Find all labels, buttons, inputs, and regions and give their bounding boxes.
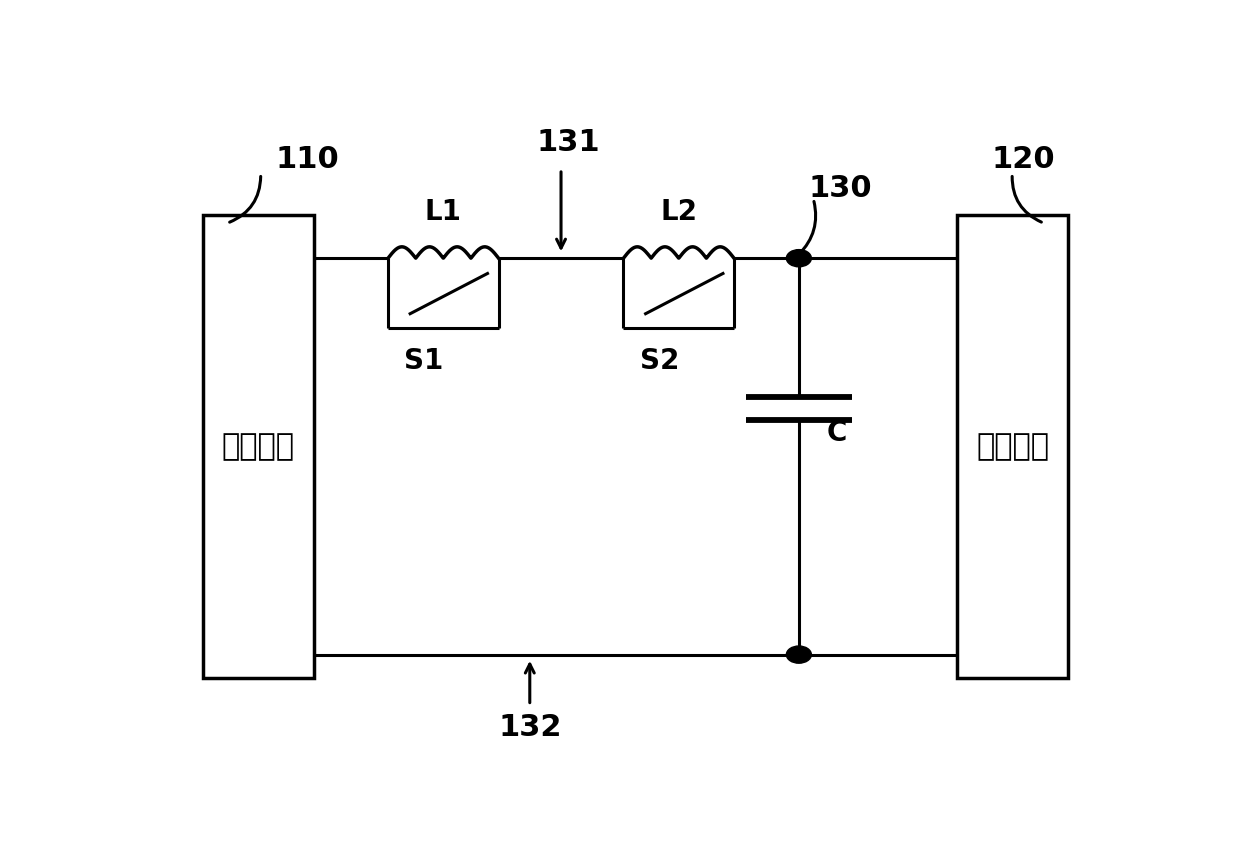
Text: L2: L2 — [660, 198, 697, 226]
Text: 逆变电路: 逆变电路 — [976, 432, 1049, 461]
Circle shape — [786, 250, 811, 267]
Text: 120: 120 — [991, 145, 1055, 173]
Text: 130: 130 — [808, 174, 872, 203]
Text: 整流电路: 整流电路 — [222, 432, 295, 461]
Text: S2: S2 — [640, 347, 680, 375]
Text: 131: 131 — [537, 128, 600, 157]
Bar — [203, 215, 314, 678]
Text: S1: S1 — [404, 347, 444, 375]
Text: 110: 110 — [275, 145, 339, 173]
Bar — [957, 215, 1068, 678]
Text: L1: L1 — [425, 198, 461, 226]
Text: C: C — [827, 420, 847, 447]
Circle shape — [786, 646, 811, 663]
Text: 132: 132 — [498, 713, 562, 742]
